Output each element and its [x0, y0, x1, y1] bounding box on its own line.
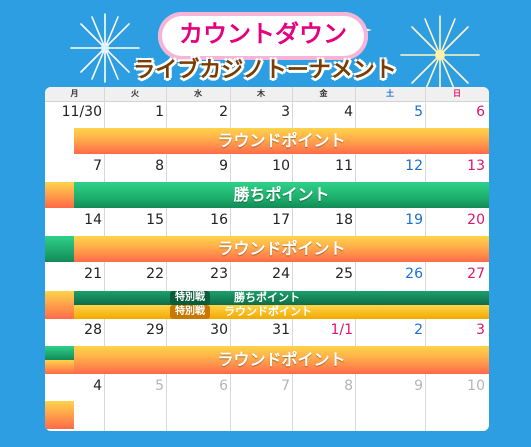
calendar: 月 火 水 木 金 土 日 11/30 1 2 3 4 5 6 ラウンドポイント… — [45, 87, 489, 431]
date-cell: 19 — [405, 212, 423, 228]
date-cell: 12 — [405, 158, 423, 174]
weekday-tue: 火 — [131, 89, 139, 98]
date-cell: 11/30 — [61, 104, 102, 120]
weekday-sat: 土 — [386, 89, 394, 98]
date-cell: 5 — [414, 104, 423, 120]
special-win-label: 勝ちポイント — [234, 291, 300, 304]
round-point-banner: ラウンドポイント — [74, 128, 489, 154]
date-cell: 28 — [84, 322, 102, 338]
date-cell: 4 — [93, 378, 102, 394]
date-cell: 31 — [272, 322, 290, 338]
date-cell: 16 — [210, 212, 228, 228]
date-cell: 13 — [467, 158, 485, 174]
weekday-mon: 月 — [70, 89, 79, 98]
date-cell: 8 — [155, 158, 164, 174]
special-round-banner: 特別戦 ラウンドポイント — [74, 305, 489, 319]
special-win-banner: 特別戦 勝ちポイント — [74, 291, 489, 305]
date-cell: 8 — [344, 378, 353, 394]
win-point-stub — [45, 346, 74, 360]
firework-right-icon — [400, 15, 480, 95]
date-cell: 9 — [219, 158, 228, 174]
date-cell: 20 — [467, 212, 485, 228]
date-cell: 6 — [476, 104, 485, 120]
date-cell: 30 — [210, 322, 228, 338]
round-point-banner: ラウンドポイント — [74, 346, 489, 374]
date-cell: 5 — [155, 378, 164, 394]
round-point-stub — [45, 401, 74, 429]
date-cell: 6 — [219, 378, 228, 394]
date-cell: 25 — [335, 266, 353, 282]
date-cell: 9 — [414, 378, 423, 394]
date-cell: 3 — [476, 322, 485, 338]
date-cell: 23 — [210, 266, 228, 282]
weekday-thu: 木 — [257, 89, 265, 98]
round-point-stub — [45, 291, 74, 319]
date-cell: 3 — [281, 104, 290, 120]
date-cell: 11 — [335, 158, 353, 174]
date-cell: 10 — [467, 378, 485, 394]
date-cell: 2 — [219, 104, 228, 120]
weekday-header — [45, 87, 489, 102]
date-cell: 7 — [281, 378, 290, 394]
round-point-stub — [45, 360, 74, 374]
page-subtitle: ライブカジノトーナメント — [133, 58, 397, 83]
date-cell: 21 — [84, 266, 102, 282]
date-cell: 7 — [93, 158, 102, 174]
date-cell: 29 — [146, 322, 164, 338]
date-cell: 18 — [335, 212, 353, 228]
special-battle-tag: 特別戦 — [170, 291, 210, 305]
round-point-banner: ラウンドポイント — [74, 236, 489, 262]
date-cell: 15 — [146, 212, 164, 228]
date-cell: 10 — [272, 158, 290, 174]
special-battle-tag: 特別戦 — [170, 305, 210, 319]
win-point-banner: 勝ちポイント — [74, 182, 489, 208]
date-cell: 26 — [405, 266, 423, 282]
date-cell: 17 — [272, 212, 290, 228]
weekday-sun: 日 — [453, 89, 461, 98]
date-cell: 22 — [146, 266, 164, 282]
weekday-fri: 金 — [319, 89, 328, 98]
date-cell: 24 — [272, 266, 290, 282]
win-point-stub — [45, 236, 74, 262]
page-title: カウントダウン — [179, 20, 347, 48]
date-cell: 14 — [84, 212, 102, 228]
date-cell: 1/1 — [330, 322, 353, 338]
date-cell: 4 — [344, 104, 353, 120]
title-bubble — [158, 12, 368, 60]
round-point-stub — [45, 182, 74, 208]
special-round-label: ラウンドポイント — [224, 305, 312, 318]
date-cell: 27 — [467, 266, 485, 282]
date-cell: 1 — [155, 104, 164, 120]
weekday-wed: 水 — [194, 89, 202, 98]
firework-left-icon — [70, 13, 140, 83]
date-cell: 2 — [414, 322, 423, 338]
